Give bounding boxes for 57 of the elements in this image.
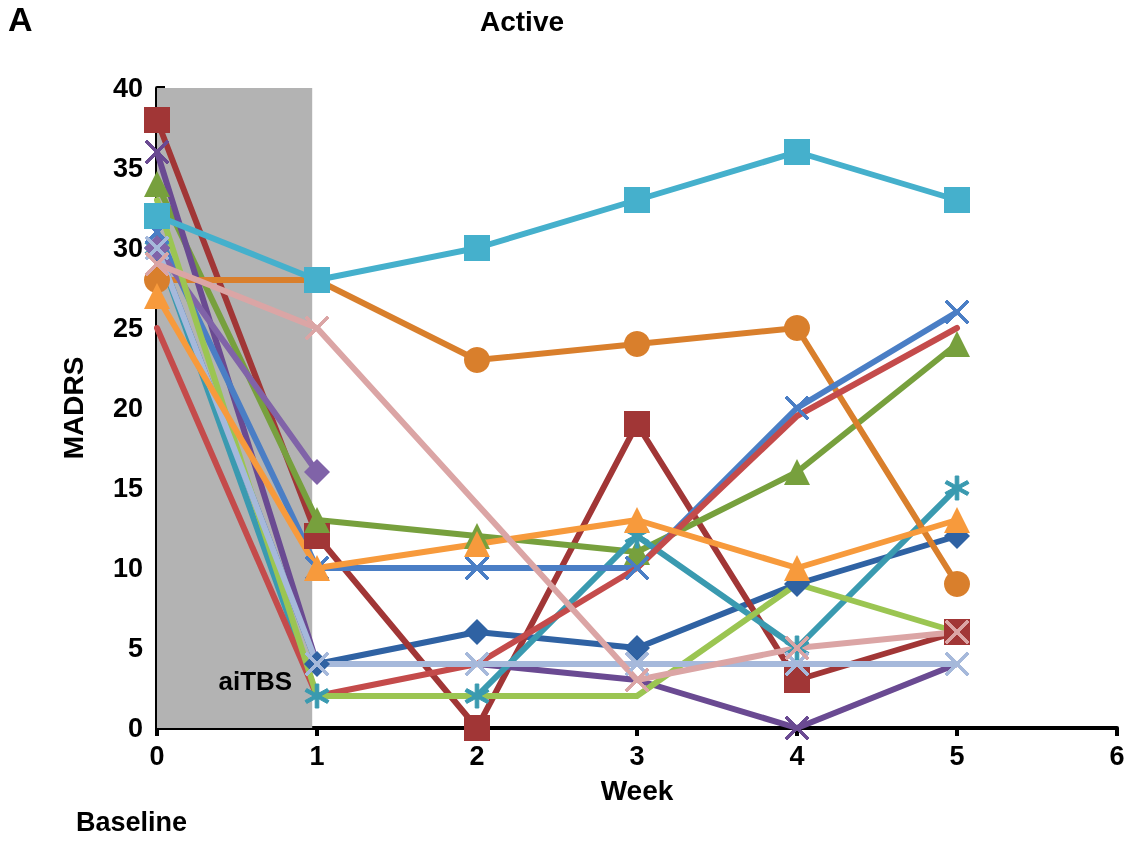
y-tick-label: 10 xyxy=(112,553,143,583)
point xyxy=(944,507,970,533)
point xyxy=(944,187,970,213)
y-tick-label: 5 xyxy=(127,633,143,663)
point xyxy=(624,555,650,581)
point xyxy=(944,299,970,325)
point xyxy=(464,347,490,373)
point xyxy=(144,251,170,277)
point xyxy=(464,235,490,261)
point xyxy=(464,683,490,709)
y-tick-label: 0 xyxy=(127,713,143,743)
x-tick-label: 5 xyxy=(949,740,965,771)
y-tick-label: 15 xyxy=(112,473,143,503)
point xyxy=(784,315,810,341)
x-tick-label: 4 xyxy=(789,740,805,771)
point xyxy=(304,683,330,709)
point xyxy=(784,715,810,741)
y-axis-title: MADRS xyxy=(57,356,89,460)
x-tick-label: 1 xyxy=(309,740,325,771)
point xyxy=(464,619,490,645)
point xyxy=(784,555,810,581)
x-tick-label: 2 xyxy=(469,740,485,771)
text: A xyxy=(8,0,33,38)
point xyxy=(624,507,650,533)
point xyxy=(624,331,650,357)
chart-title: Active xyxy=(479,5,565,37)
band-label: aiTBS xyxy=(218,666,293,696)
point xyxy=(464,531,490,557)
x-tick-label: 3 xyxy=(629,740,645,771)
point xyxy=(144,203,170,229)
point xyxy=(304,507,330,533)
y-tick-label: 25 xyxy=(112,313,143,343)
y-tick-label: 20 xyxy=(112,393,143,423)
point xyxy=(144,283,170,309)
point xyxy=(624,411,650,437)
point xyxy=(144,139,170,165)
text: Baseline xyxy=(76,806,188,837)
point xyxy=(144,107,170,133)
point xyxy=(624,187,650,213)
point xyxy=(304,459,330,485)
point xyxy=(944,571,970,597)
point xyxy=(464,715,490,741)
point xyxy=(784,395,810,421)
y-tick-label: 40 xyxy=(112,73,143,103)
point xyxy=(624,635,650,661)
y-tick-label: 35 xyxy=(112,153,143,183)
point xyxy=(784,459,810,485)
point xyxy=(944,475,970,501)
point xyxy=(464,555,490,581)
x-axis-title: Week xyxy=(600,774,674,806)
point xyxy=(304,315,330,341)
y-tick-label: 30 xyxy=(112,233,143,263)
point xyxy=(944,331,970,357)
point xyxy=(144,171,170,197)
x-tick-label: 0 xyxy=(149,740,165,771)
x-tick-label: 6 xyxy=(1109,740,1125,771)
point xyxy=(784,139,810,165)
